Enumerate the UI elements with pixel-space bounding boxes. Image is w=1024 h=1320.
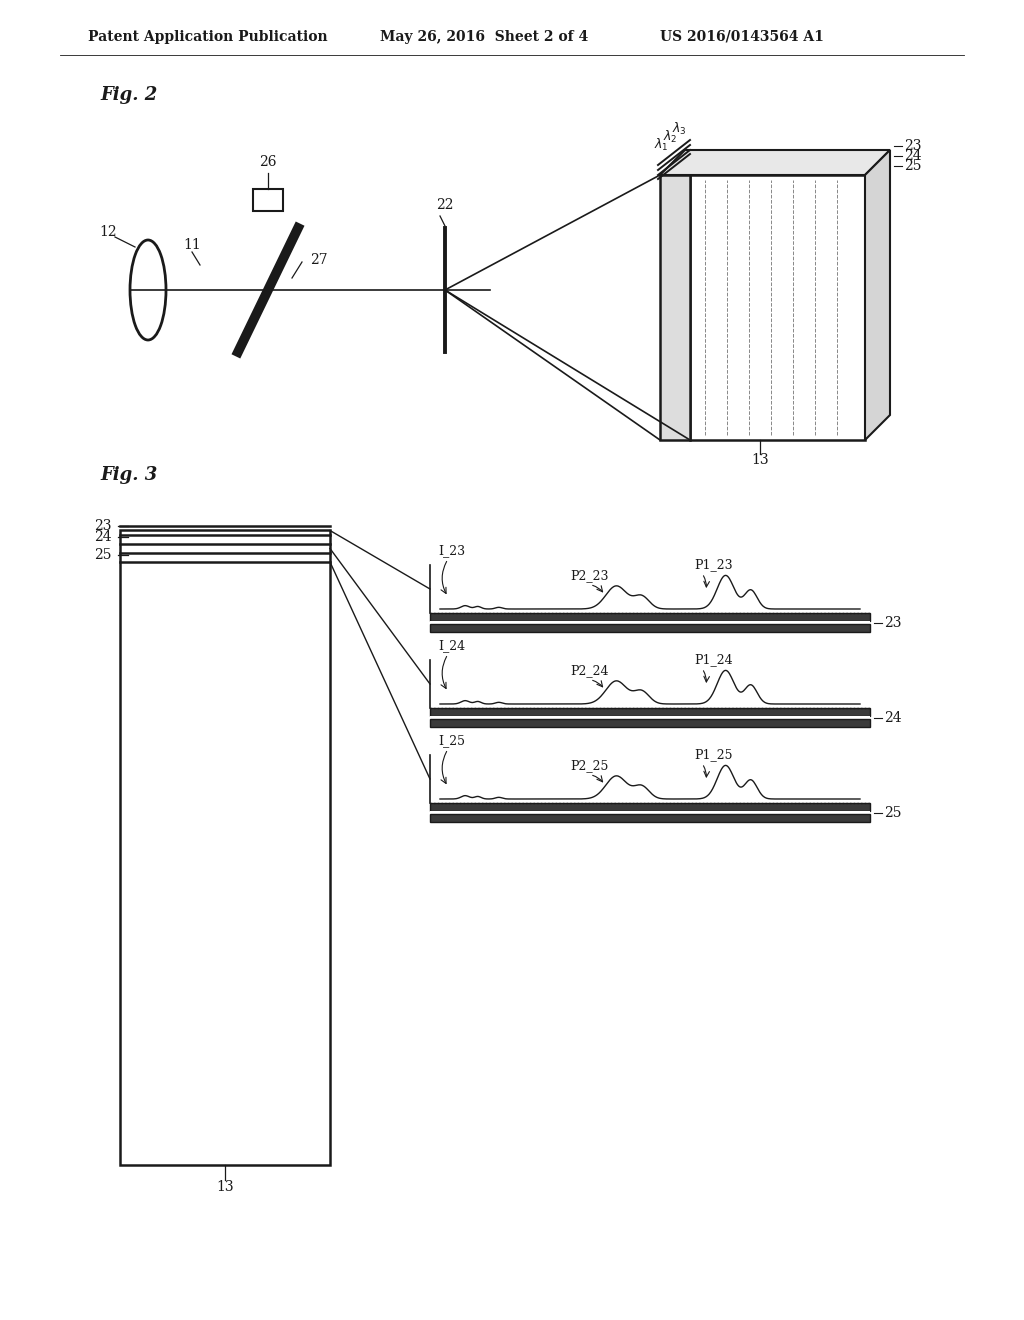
Text: 12: 12 xyxy=(99,224,117,239)
Bar xyxy=(253,189,283,211)
Text: 25: 25 xyxy=(94,548,112,562)
Text: I_25: I_25 xyxy=(438,734,465,747)
Bar xyxy=(430,810,870,814)
Polygon shape xyxy=(865,150,890,440)
Text: $\lambda_3$: $\lambda_3$ xyxy=(672,121,686,137)
Text: 23: 23 xyxy=(94,519,112,533)
Text: 24: 24 xyxy=(94,531,112,544)
Text: 24: 24 xyxy=(904,149,922,162)
Text: Patent Application Publication: Patent Application Publication xyxy=(88,30,328,44)
Bar xyxy=(690,176,865,440)
Bar xyxy=(430,803,870,810)
Text: May 26, 2016  Sheet 2 of 4: May 26, 2016 Sheet 2 of 4 xyxy=(380,30,588,44)
Bar xyxy=(430,708,870,715)
Text: P2_25: P2_25 xyxy=(570,759,608,772)
Text: 25: 25 xyxy=(884,807,901,820)
Text: 22: 22 xyxy=(436,198,454,213)
Text: Fig. 2: Fig. 2 xyxy=(100,86,158,104)
Text: 13: 13 xyxy=(216,1180,233,1195)
Text: P1_24: P1_24 xyxy=(694,653,732,667)
Bar xyxy=(430,624,870,632)
Text: I_24: I_24 xyxy=(438,639,465,652)
Bar xyxy=(660,176,690,440)
Bar xyxy=(430,719,870,727)
Text: P2_24: P2_24 xyxy=(570,664,608,677)
Text: $\lambda_2$: $\lambda_2$ xyxy=(663,129,677,145)
Text: 26: 26 xyxy=(259,154,276,169)
Bar xyxy=(430,620,870,624)
Text: 23: 23 xyxy=(904,139,922,153)
Polygon shape xyxy=(660,150,890,176)
Text: P1_25: P1_25 xyxy=(694,748,732,762)
Text: 23: 23 xyxy=(884,616,901,630)
Text: 11: 11 xyxy=(183,238,201,252)
Text: 13: 13 xyxy=(752,453,769,467)
Text: 27: 27 xyxy=(310,253,328,267)
Text: Fig. 3: Fig. 3 xyxy=(100,466,158,484)
Bar xyxy=(430,612,870,620)
Bar xyxy=(120,531,330,1166)
Bar xyxy=(430,715,870,719)
Text: $\lambda_1$: $\lambda_1$ xyxy=(653,137,669,153)
Text: P1_23: P1_23 xyxy=(694,558,732,572)
Text: P2_23: P2_23 xyxy=(570,570,608,582)
Text: I_23: I_23 xyxy=(438,544,465,557)
Text: US 2016/0143564 A1: US 2016/0143564 A1 xyxy=(660,30,824,44)
Bar xyxy=(430,814,870,822)
Text: 24: 24 xyxy=(884,711,901,725)
Text: 25: 25 xyxy=(904,158,922,173)
